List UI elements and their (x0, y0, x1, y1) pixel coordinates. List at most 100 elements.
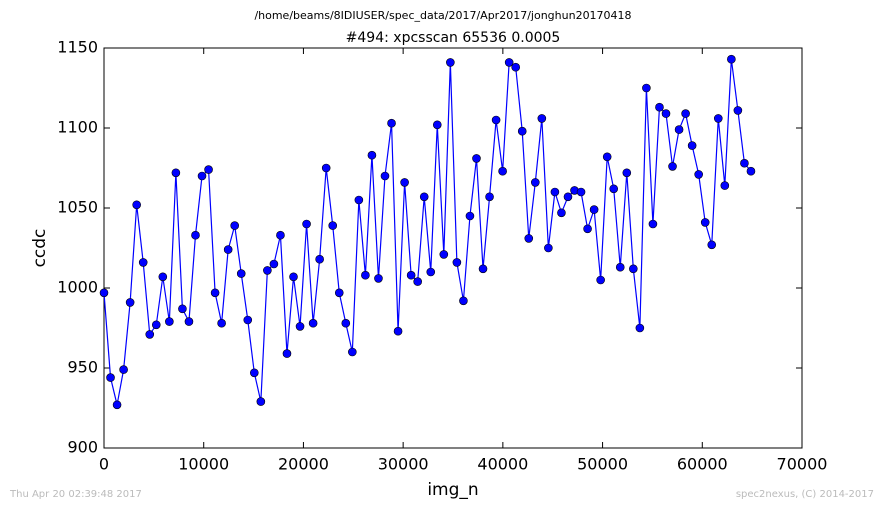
data-point (106, 373, 115, 382)
data-point (151, 320, 161, 330)
data-point (733, 106, 743, 115)
data-line (103, 59, 752, 405)
data-point (361, 270, 370, 280)
data-point (145, 330, 155, 339)
x-tick-label: 70000 (777, 455, 828, 474)
data-point (341, 318, 351, 328)
data-point (380, 171, 390, 181)
data-point (596, 275, 605, 285)
x-tick-label: 20000 (278, 455, 329, 474)
y-tick-label: 900 (67, 438, 98, 457)
data-point (334, 288, 344, 298)
data-point (511, 62, 521, 72)
data-point (393, 326, 403, 336)
plot-frame (103, 47, 803, 449)
footer-credit: spec2nexus, (C) 2014-2017 (736, 489, 874, 500)
data-point (609, 184, 619, 194)
data-point (289, 272, 298, 282)
data-point (132, 200, 141, 210)
data-point (112, 400, 122, 410)
data-point (210, 288, 220, 298)
x-tick-label: 40000 (477, 455, 528, 474)
data-point (485, 192, 494, 202)
y-tick-label: 1050 (57, 198, 98, 217)
data-point (243, 315, 253, 325)
y-tick-label: 950 (67, 358, 98, 377)
data-point (230, 221, 239, 230)
data-point (472, 154, 481, 163)
data-point (269, 259, 279, 269)
data-point (276, 230, 285, 240)
data-point (348, 347, 357, 357)
data-point (158, 272, 168, 282)
y-tick-label: 1150 (57, 38, 98, 57)
data-point (223, 245, 233, 254)
data-point (674, 125, 684, 134)
data-point (746, 166, 756, 176)
footer-date: Thu Apr 20 02:39:48 2017 (9, 489, 142, 500)
data-point (315, 254, 324, 264)
x-tick-label: 30000 (378, 455, 429, 474)
data-point (491, 115, 501, 125)
data-point (720, 181, 730, 190)
x-tick-label: 50000 (577, 455, 628, 474)
data-point (700, 218, 710, 227)
data-point (99, 288, 109, 298)
data-point (217, 318, 226, 328)
data-point (413, 277, 422, 286)
data-point (713, 114, 723, 123)
data-point (524, 234, 534, 243)
x-tick-label: 0 (99, 455, 109, 474)
data-point (387, 118, 396, 128)
data-point (197, 171, 207, 181)
x-axis-label: img_n (427, 480, 478, 500)
y-tick-label: 1100 (57, 118, 98, 137)
data-point (406, 270, 416, 280)
data-point (687, 141, 697, 150)
data-point (459, 296, 468, 306)
data-point (615, 262, 625, 272)
x-tick-label: 10000 (178, 455, 229, 474)
data-point (589, 205, 599, 214)
y-axis-label: ccdc (30, 229, 50, 268)
data-point (165, 317, 174, 326)
data-point (681, 109, 690, 118)
data-point (642, 83, 651, 93)
data-point (537, 114, 547, 123)
data-point (236, 269, 246, 278)
data-point (256, 397, 266, 406)
data-point (204, 165, 213, 174)
data-point (328, 221, 338, 230)
data-point (302, 219, 311, 229)
data-point (504, 58, 514, 67)
data-point (282, 349, 292, 358)
data-point (550, 187, 560, 197)
data-point (191, 230, 200, 240)
data-point (661, 109, 671, 118)
data-point (249, 368, 259, 378)
data-point (308, 318, 318, 328)
data-point (648, 219, 658, 229)
data-point (622, 168, 632, 178)
data-point (295, 322, 305, 331)
data-point (727, 54, 736, 64)
data-point (374, 274, 383, 283)
data-point (740, 158, 749, 168)
data-point (583, 224, 592, 234)
data-point (138, 258, 148, 267)
data-point (629, 264, 638, 274)
data-point (602, 152, 612, 162)
data-point (694, 170, 703, 179)
data-point (544, 243, 553, 253)
data-point (452, 258, 462, 267)
data-point (178, 304, 187, 314)
data-point (400, 178, 409, 187)
data-point (635, 323, 645, 333)
data-point (517, 126, 527, 136)
data-point (498, 166, 507, 176)
data-point (171, 168, 181, 178)
data-point (576, 187, 586, 197)
data-point (557, 208, 566, 218)
data-point (668, 162, 677, 171)
data-point (432, 120, 442, 130)
